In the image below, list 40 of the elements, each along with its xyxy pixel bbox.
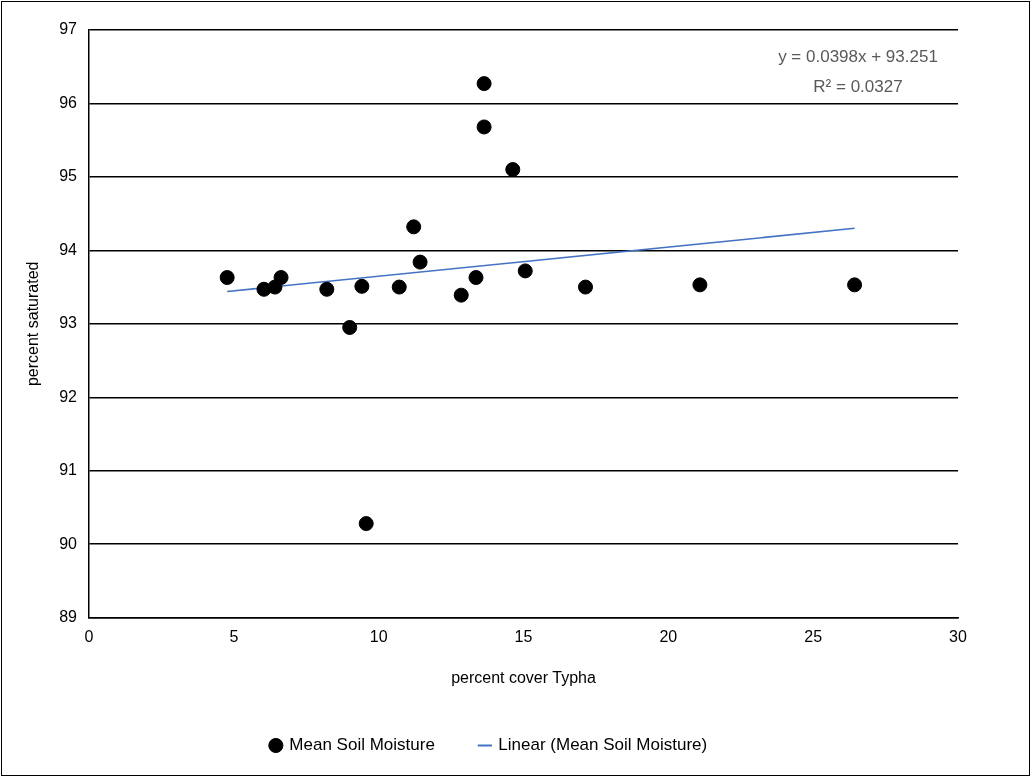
y-tick-label: 91 [59, 461, 78, 479]
point [476, 76, 492, 92]
x-tick-label: 25 [804, 627, 823, 645]
annotation: y = 0.0398x + 93.251 [778, 46, 938, 66]
legend-label: Mean Soil Moisture [289, 735, 435, 755]
point [468, 270, 484, 286]
point [577, 279, 593, 295]
point [273, 270, 289, 286]
annotation: R² = 0.0327 [813, 76, 903, 96]
point [476, 119, 492, 135]
point [319, 281, 335, 297]
point [342, 319, 358, 335]
y-tick-label: 96 [59, 93, 78, 111]
point [412, 254, 428, 270]
x-tick-label: 30 [949, 627, 967, 645]
y-tick-label: 95 [59, 167, 78, 185]
y-tick-label: 93 [59, 314, 78, 332]
point [505, 162, 521, 178]
y-tick-label: 92 [59, 387, 78, 405]
y-tick-label: 90 [59, 534, 78, 552]
point [219, 270, 235, 286]
legend-label: Linear (Mean Soil Moisture) [498, 735, 708, 755]
point [453, 287, 469, 303]
y-tick-label: 89 [59, 608, 78, 626]
x-axis-title: percent cover Typha [451, 668, 596, 686]
point [354, 278, 370, 294]
point [692, 277, 708, 293]
y-tick-label: 97 [59, 20, 78, 38]
point [847, 277, 863, 293]
x-tick-label: 0 [84, 627, 94, 645]
y-tick-label: 94 [59, 240, 78, 258]
point [517, 263, 533, 279]
x-tick-label: 5 [229, 627, 239, 645]
y-axis-title: percent saturated [24, 261, 42, 387]
point [358, 516, 374, 532]
x-tick-label: 10 [369, 627, 388, 645]
x-tick-label: 20 [659, 627, 678, 645]
x-tick-label: 15 [514, 627, 533, 645]
point [391, 279, 407, 295]
point [406, 219, 422, 235]
